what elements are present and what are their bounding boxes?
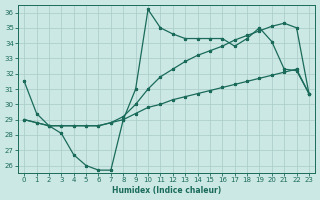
X-axis label: Humidex (Indice chaleur): Humidex (Indice chaleur): [112, 186, 221, 195]
